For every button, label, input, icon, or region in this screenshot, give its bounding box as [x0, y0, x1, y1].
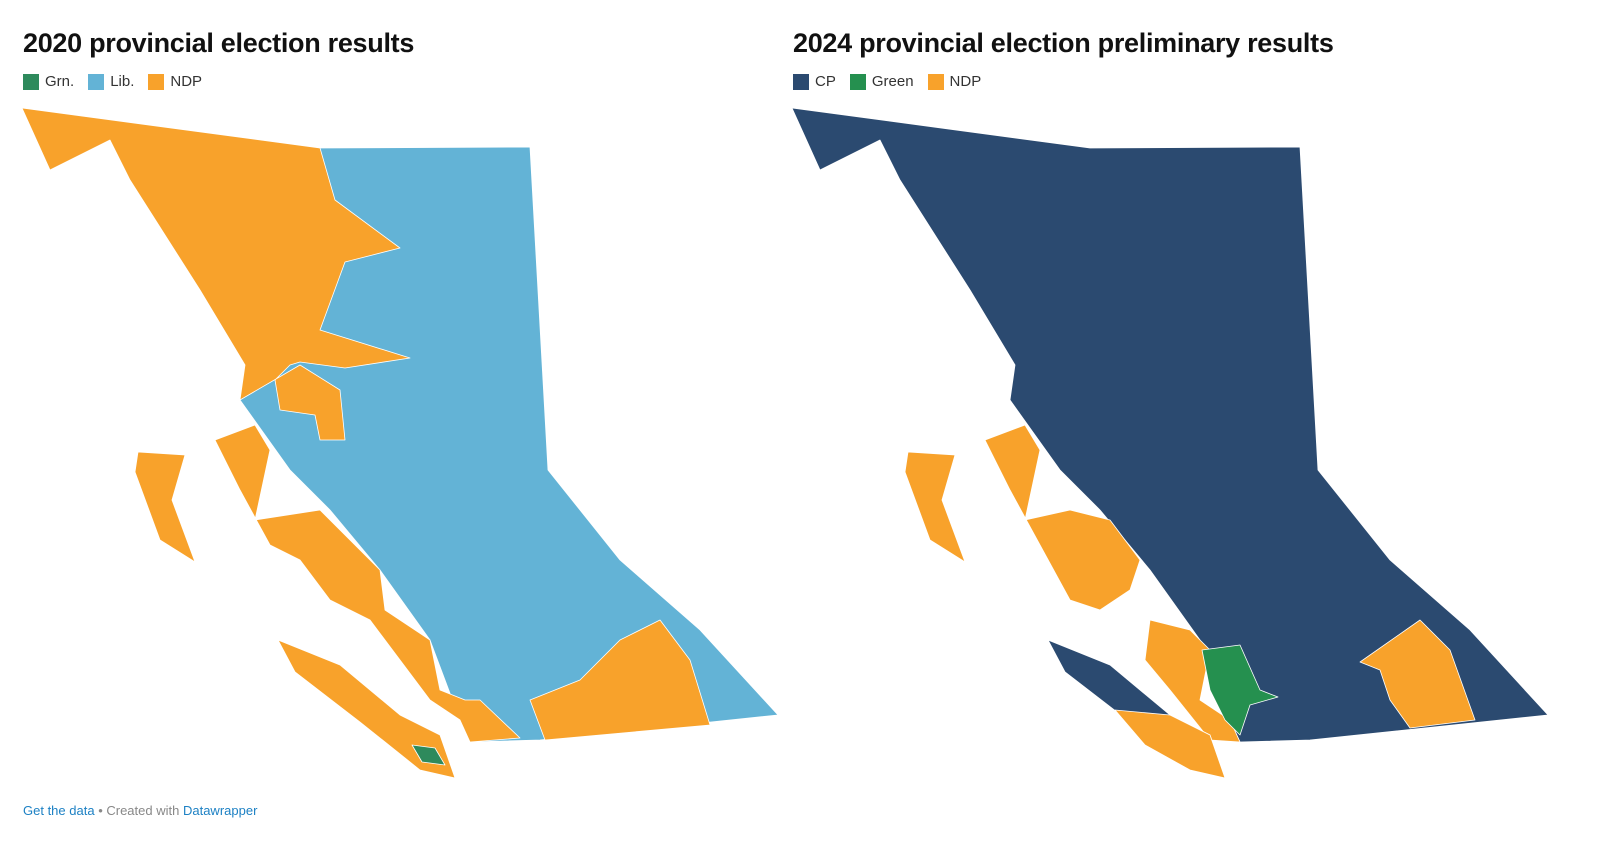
region [411, 744, 446, 766]
region [984, 424, 1141, 611]
map-title: 2020 provincial election results [23, 28, 415, 58]
panel-2020: 2020 provincial election results Grn. Li… [23, 28, 414, 90]
brand-link[interactable]: Datawrapper [182, 803, 258, 818]
legend-item: CP [793, 73, 836, 90]
region [904, 451, 966, 563]
legend-swatch [793, 73, 809, 90]
region [134, 451, 196, 563]
region [21, 107, 411, 441]
legend-label: Grn. [45, 73, 75, 90]
map-title: 2024 provincial election preliminary res… [793, 28, 1334, 58]
legend-swatch [23, 73, 39, 90]
legend-swatch [88, 73, 105, 90]
region [214, 424, 521, 743]
legend-label: NDP [170, 73, 203, 90]
legend-label: Green [871, 73, 914, 90]
legend-swatch [148, 73, 165, 90]
footer-text: • Created with [98, 803, 180, 818]
legend: Grn. Lib. NDP [23, 73, 414, 90]
legend-item: Lib. [88, 73, 134, 90]
footer: Get the data • Created with Datawrapper [23, 803, 257, 818]
region [529, 619, 711, 741]
region [1144, 619, 1241, 743]
region [277, 639, 456, 779]
legend-label: CP [815, 73, 836, 90]
legend-label: Lib. [110, 73, 135, 90]
legend-swatch [927, 73, 944, 90]
data-link[interactable]: Get the data [23, 803, 95, 818]
region [1114, 709, 1226, 779]
legend-item: Green [849, 73, 914, 90]
legend: CP Green NDP [793, 73, 1334, 90]
region [1201, 644, 1279, 736]
legend-item: NDP [148, 73, 202, 90]
panel-2024: 2024 provincial election preliminary res… [793, 28, 1334, 90]
legend-label: NDP [949, 73, 982, 90]
map-2024 [791, 107, 1549, 779]
legend-item: NDP [927, 73, 982, 90]
region [1359, 619, 1476, 729]
legend-item: Grn. [23, 73, 74, 90]
legend-swatch [849, 73, 866, 90]
map-2020 [21, 107, 779, 779]
